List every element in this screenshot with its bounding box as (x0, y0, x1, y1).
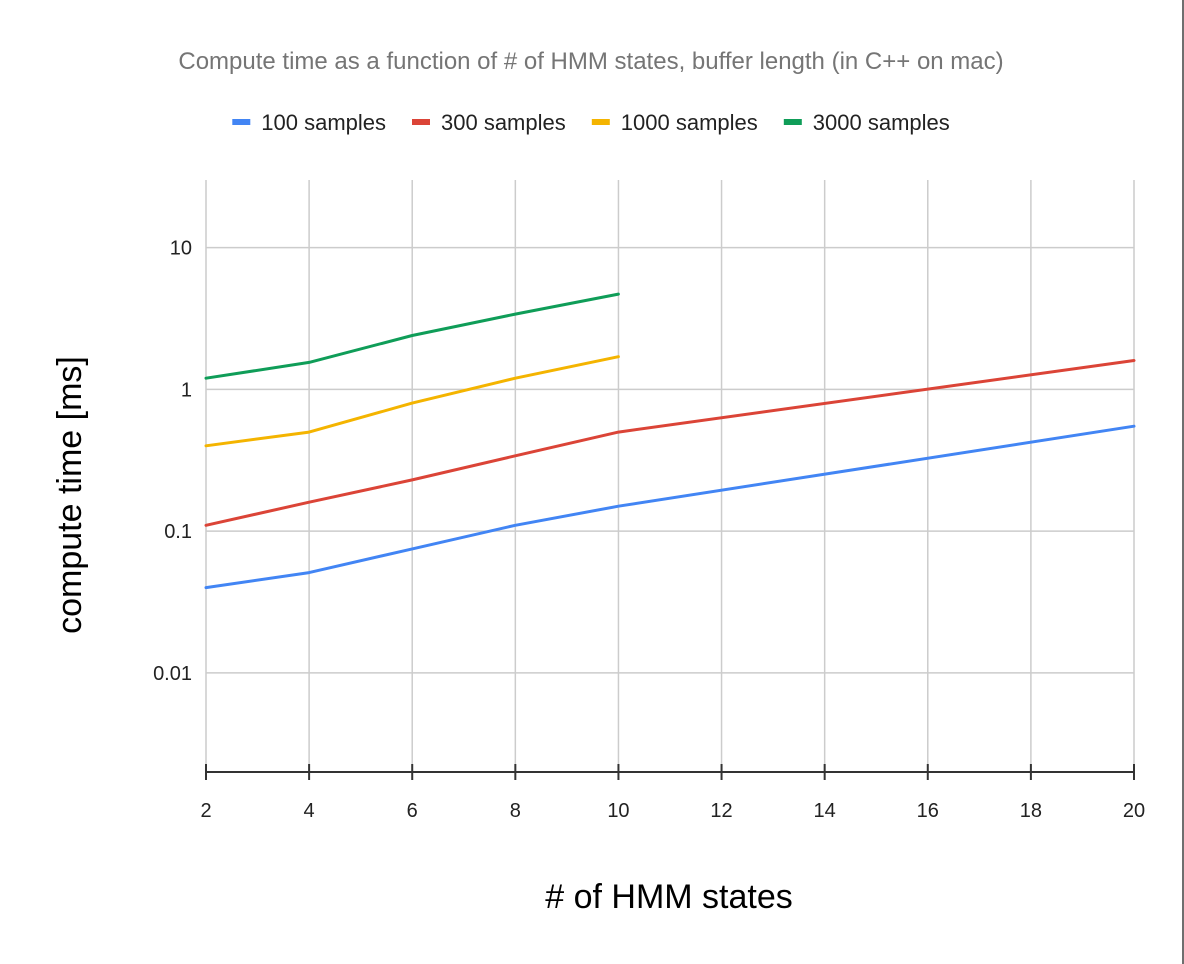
series-line-2 (204, 359, 1136, 527)
x-tick-label: 14 (814, 800, 836, 822)
legend-label: 300 samples (441, 110, 566, 135)
legend-swatch (232, 119, 251, 125)
x-tick-label: 8 (510, 800, 521, 822)
x-tick-label: 4 (304, 800, 315, 822)
x-tick-label: 12 (710, 800, 732, 822)
x-tick-label: 20 (1123, 800, 1145, 822)
legend-swatch (591, 119, 610, 125)
x-tick-label: 10 (607, 800, 629, 822)
series-line-1 (204, 424, 1136, 590)
y-tick-label: 0.01 (153, 663, 192, 685)
legend-label: 3000 samples (813, 110, 950, 135)
legend-item: 300 samples (412, 110, 566, 135)
legend-swatch (783, 119, 802, 125)
legend-item: 1000 samples (591, 110, 758, 135)
legend-label: 1000 samples (621, 110, 758, 135)
legend-item: 3000 samples (783, 110, 950, 135)
x-axis-title: # of HMM states (545, 878, 793, 916)
series-line-3 (204, 355, 620, 448)
y-tick-label: 1 (181, 379, 192, 401)
grid (205, 180, 1135, 772)
y-axis-title: compute time [ms] (51, 356, 89, 634)
legend-item: 100 samples (232, 110, 386, 135)
series-layer (204, 292, 1136, 590)
y-tick-label: 10 (170, 238, 192, 260)
chart-title: Compute time as a function of # of HMM s… (178, 48, 1003, 75)
series-line-4 (204, 292, 620, 380)
legend-swatch (412, 119, 430, 125)
legend: 100 samples 300 samples 1000 samples 3000 s… (232, 110, 950, 135)
y-axis: 10 1 0.1 0.01 (153, 238, 192, 685)
y-tick-label: 0.1 (164, 521, 192, 543)
x-tick-label: 2 (200, 800, 211, 822)
x-tick-label: 6 (407, 800, 418, 822)
x-tick-label: 18 (1020, 800, 1042, 822)
legend-label: 100 samples (261, 110, 386, 135)
x-tick-label: 16 (917, 800, 939, 822)
x-axis: 2 4 6 8 10 12 14 16 18 20 (200, 764, 1145, 822)
